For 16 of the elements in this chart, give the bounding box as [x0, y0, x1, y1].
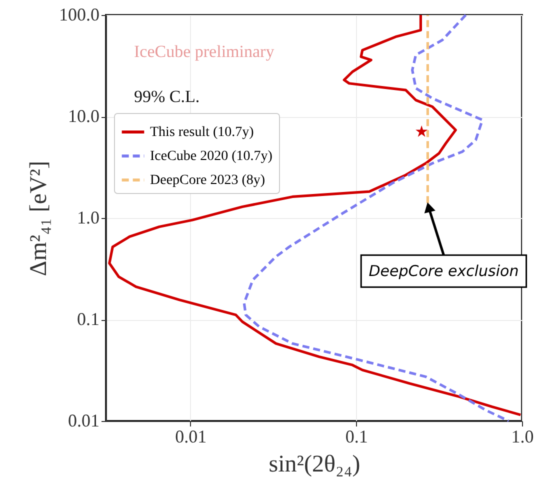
- x-tick-label: 1.0: [511, 426, 534, 446]
- y-tick-label: 100.0: [59, 4, 100, 24]
- y-tick-label: 0.01: [68, 410, 100, 430]
- annotation: DeepCore exclusion: [368, 262, 519, 280]
- y-tick-label: 1.0: [77, 208, 100, 228]
- annotation: IceCube preliminary: [134, 42, 275, 61]
- legend-label: DeepCore 2023 (8y): [150, 173, 266, 188]
- y-axis-title: Δm²₄₁ [eV²]: [26, 160, 52, 276]
- legend-label: This result (10.7y): [150, 125, 254, 140]
- x-tick-label: 0.1: [345, 426, 368, 446]
- x-axis-title: sin²(2θ₂₄): [268, 452, 360, 478]
- y-tick-label: 10.0: [68, 106, 100, 126]
- x-tick-label: 0.01: [175, 426, 207, 446]
- annotation: 99% C.L.: [134, 87, 200, 106]
- legend-label: IceCube 2020 (10.7y): [150, 149, 273, 164]
- y-tick-label: 0.1: [77, 309, 100, 329]
